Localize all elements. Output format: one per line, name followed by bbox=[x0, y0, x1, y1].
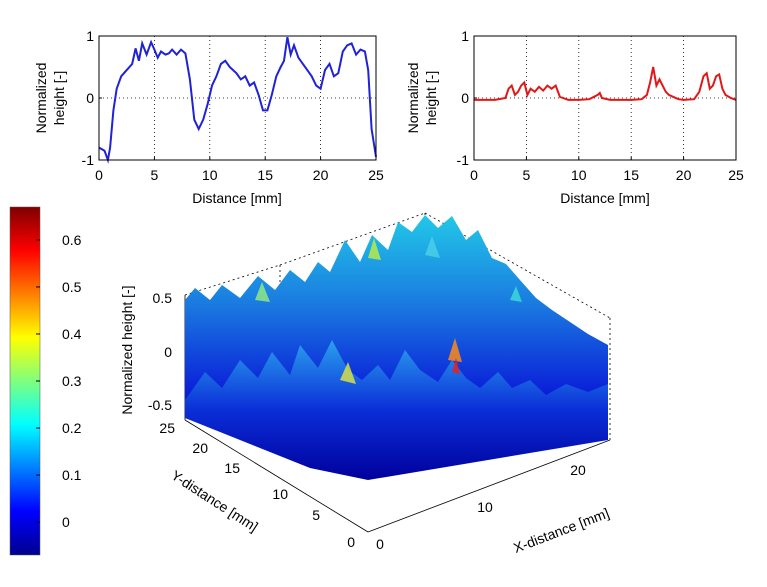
colorbar-tick-label: 0.2 bbox=[62, 420, 82, 436]
x-tick-label: 0 bbox=[470, 167, 478, 183]
colorbar-tick-label: 0.5 bbox=[62, 279, 82, 295]
colorbar-tick-label: 0.6 bbox=[62, 232, 82, 248]
x-tick-label: 5 bbox=[523, 167, 531, 183]
colorbar-tick-label: 0 bbox=[62, 514, 70, 530]
x-ticks: 0 5 10 15 20 25 bbox=[95, 157, 384, 183]
plot-area bbox=[99, 36, 376, 160]
colorbar-tick-label: 0.4 bbox=[62, 326, 82, 342]
z-tick: -0.5 bbox=[148, 397, 172, 413]
colorbar-ticks: 0 0.1 0.2 0.3 0.4 0.5 0.6 bbox=[36, 232, 82, 530]
surface-front bbox=[185, 340, 608, 480]
y-axis-label-line1: Normalized bbox=[405, 63, 421, 134]
y-axis-label-line1: Normalized bbox=[33, 63, 49, 134]
profile-chart-top-left: 0 5 10 15 20 25 -101 Distance [mm] Normalized… bbox=[33, 28, 384, 206]
x-tick-label: 15 bbox=[623, 167, 639, 183]
grid bbox=[99, 36, 376, 160]
x-tick: 10 bbox=[477, 499, 493, 515]
z-tick: 0.5 bbox=[153, 290, 173, 306]
x-tick-label: 10 bbox=[571, 167, 587, 183]
x-tick-label: 5 bbox=[151, 167, 159, 183]
surface-highlights bbox=[255, 236, 522, 384]
colorbar-tick-label: 0.1 bbox=[62, 467, 82, 483]
y-ticks: -1 0 1 bbox=[82, 28, 102, 168]
grid bbox=[474, 36, 736, 160]
x-tick: 0 bbox=[376, 536, 384, 552]
y-axis-label: Y-distance [mm] bbox=[168, 467, 260, 535]
y-axis-label-line2: height [-] bbox=[51, 71, 67, 125]
data-line-blue bbox=[98, 37, 377, 164]
colorbar-tick-label: 0.3 bbox=[62, 373, 82, 389]
x-tick-label: 10 bbox=[202, 167, 218, 183]
y-tick-label: 1 bbox=[86, 28, 94, 44]
y-tick-label: -1 bbox=[82, 152, 95, 168]
data-line-red bbox=[474, 66, 737, 101]
y-tick: 5 bbox=[312, 507, 320, 523]
y-tick-label: -1 bbox=[457, 152, 470, 168]
x-axis-label: X-distance [mm] bbox=[511, 505, 611, 556]
y-tick-label: 0 bbox=[86, 90, 94, 106]
z-axis-label: Normalized height [-] bbox=[119, 285, 135, 414]
x-tick-label: 15 bbox=[257, 167, 273, 183]
y-tick-label: 0 bbox=[461, 90, 469, 106]
surface-plot-3d: 0.5 0 -0.5 25 20 15 10 5 0 0 10 20 Norma… bbox=[119, 212, 611, 556]
x-tick-label: 0 bbox=[95, 167, 103, 183]
x-tick-label: 20 bbox=[676, 167, 692, 183]
x-axis-label: Distance [mm] bbox=[192, 190, 281, 206]
y-axis-label-line2: height [-] bbox=[423, 71, 439, 125]
y-tick-label: 1 bbox=[461, 28, 469, 44]
x-ticks: 0 5 10 15 20 25 bbox=[470, 157, 744, 183]
y-tick: 10 bbox=[272, 486, 288, 502]
x-tick-label: 20 bbox=[313, 167, 329, 183]
colorbar-gradient bbox=[9, 206, 41, 556]
y-tick: 20 bbox=[192, 440, 208, 456]
y-tick: 25 bbox=[159, 420, 175, 436]
x-tick-label: 25 bbox=[368, 167, 384, 183]
x-axis-label: Distance [mm] bbox=[560, 190, 649, 206]
colorbar: 0 0.1 0.2 0.3 0.4 0.5 0.6 bbox=[9, 206, 82, 556]
y-tick: 15 bbox=[224, 460, 240, 476]
profile-chart-top-right: 0 5 10 15 20 25 -101 Distance [mm] Normalized… bbox=[405, 28, 744, 206]
y-tick: 0 bbox=[347, 534, 355, 550]
x-tick: 20 bbox=[570, 462, 586, 478]
z-tick: 0 bbox=[164, 344, 172, 360]
y-ticks: -1 0 1 bbox=[457, 28, 477, 168]
x-tick-label: 25 bbox=[728, 167, 744, 183]
